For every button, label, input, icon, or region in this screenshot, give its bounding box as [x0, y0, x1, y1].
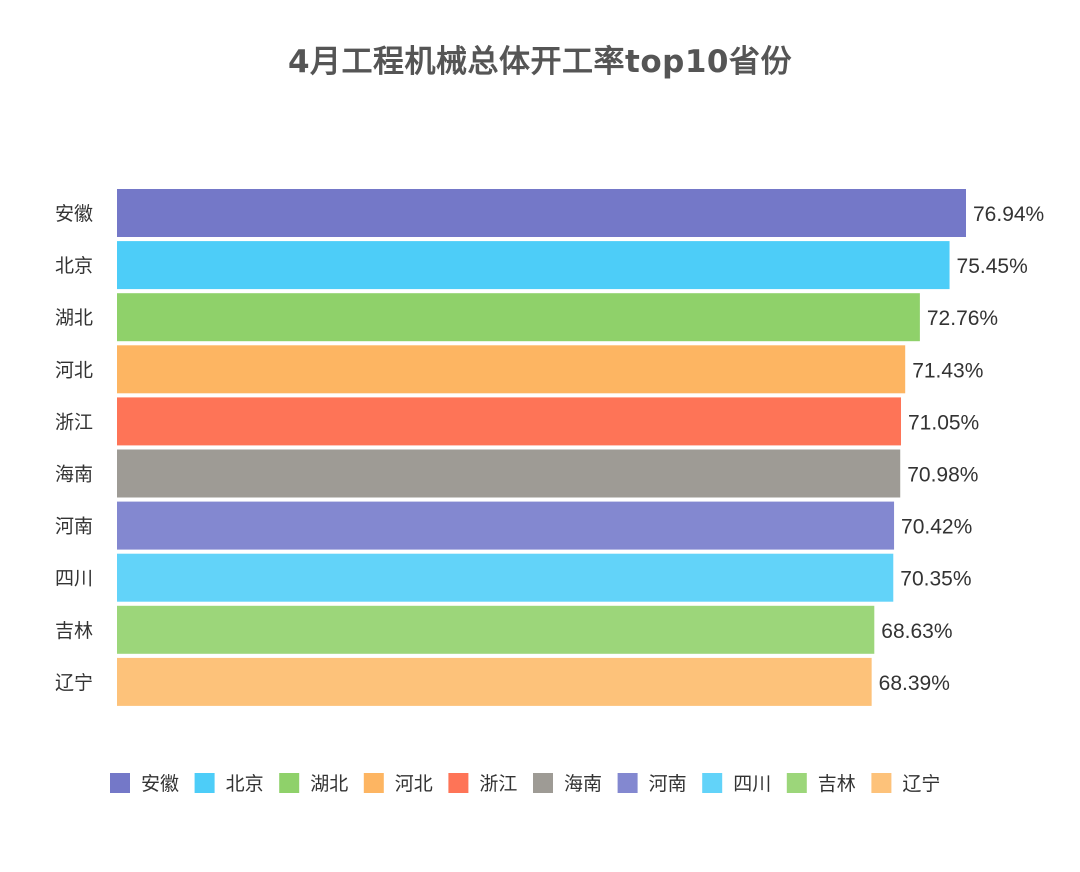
legend-label-6[interactable]: 海南	[564, 773, 602, 795]
legend-swatch-9[interactable]	[786, 773, 807, 793]
legend-swatch-5[interactable]	[448, 773, 469, 793]
bars-group	[117, 189, 966, 706]
value-label-1: 76.94%	[973, 203, 1044, 226]
category-label-7: 河南	[55, 516, 93, 538]
legend-swatch-1[interactable]	[110, 773, 130, 793]
bar-1	[117, 189, 966, 237]
bar-2	[117, 241, 950, 290]
legend-swatch-4[interactable]	[363, 773, 384, 793]
category-label-9: 吉林	[55, 620, 93, 642]
chart-title: 4月工程机械总体开工率top10省份	[287, 44, 792, 80]
category-label-3: 湖北	[55, 307, 93, 329]
legend-swatch-10[interactable]	[871, 773, 892, 793]
legend-label-8[interactable]: 四川	[733, 773, 771, 795]
legend-label-4[interactable]: 河北	[395, 773, 433, 795]
bar-4	[117, 345, 906, 394]
legend: 安徽 北京 湖北 河北 浙江 海南 河南 四川 吉林 辽宁	[110, 773, 940, 795]
bar-7	[117, 501, 895, 550]
category-label-1: 安徽	[55, 203, 93, 225]
bar-5	[117, 397, 902, 446]
category-label-4: 河北	[55, 359, 93, 381]
legend-label-2[interactable]: 北京	[226, 773, 264, 795]
legend-swatch-6[interactable]	[533, 773, 553, 793]
category-label-5: 浙江	[55, 411, 93, 433]
value-label-4: 71.43%	[912, 359, 983, 382]
legend-label-3[interactable]: 湖北	[310, 773, 348, 795]
bar-6	[117, 449, 901, 498]
value-label-6: 70.98%	[907, 464, 978, 487]
value-label-8: 70.35%	[900, 568, 971, 591]
legend-label-1[interactable]: 安徽	[141, 773, 179, 795]
category-label-2: 北京	[55, 255, 93, 277]
bar-9	[117, 605, 875, 654]
value-label-9: 68.63%	[881, 620, 952, 643]
value-label-2: 75.45%	[957, 255, 1028, 278]
legend-label-7[interactable]: 河南	[649, 773, 687, 795]
legend-label-9[interactable]: 吉林	[818, 773, 856, 795]
value-label-10: 68.39%	[879, 672, 950, 695]
category-label-8: 四川	[55, 568, 93, 590]
category-label-6: 海南	[55, 464, 93, 486]
legend-swatch-7[interactable]	[617, 773, 638, 793]
legend-swatch-3[interactable]	[279, 773, 300, 793]
bar-8	[117, 553, 894, 602]
value-label-3: 72.76%	[927, 307, 998, 330]
legend-label-5[interactable]: 浙江	[479, 773, 517, 795]
value-label-5: 71.05%	[908, 411, 979, 434]
value-labels: 76.94% 75.45% 72.76% 71.43% 71.05% 70.98% 70.4…	[879, 203, 1045, 695]
bar-3	[117, 293, 920, 342]
legend-swatch-2[interactable]	[194, 773, 215, 793]
category-label-10: 辽宁	[55, 672, 93, 694]
value-label-7: 70.42%	[901, 516, 972, 539]
bar-10	[117, 657, 872, 706]
legend-label-10[interactable]: 辽宁	[902, 773, 940, 795]
legend-swatch-8[interactable]	[702, 773, 723, 793]
